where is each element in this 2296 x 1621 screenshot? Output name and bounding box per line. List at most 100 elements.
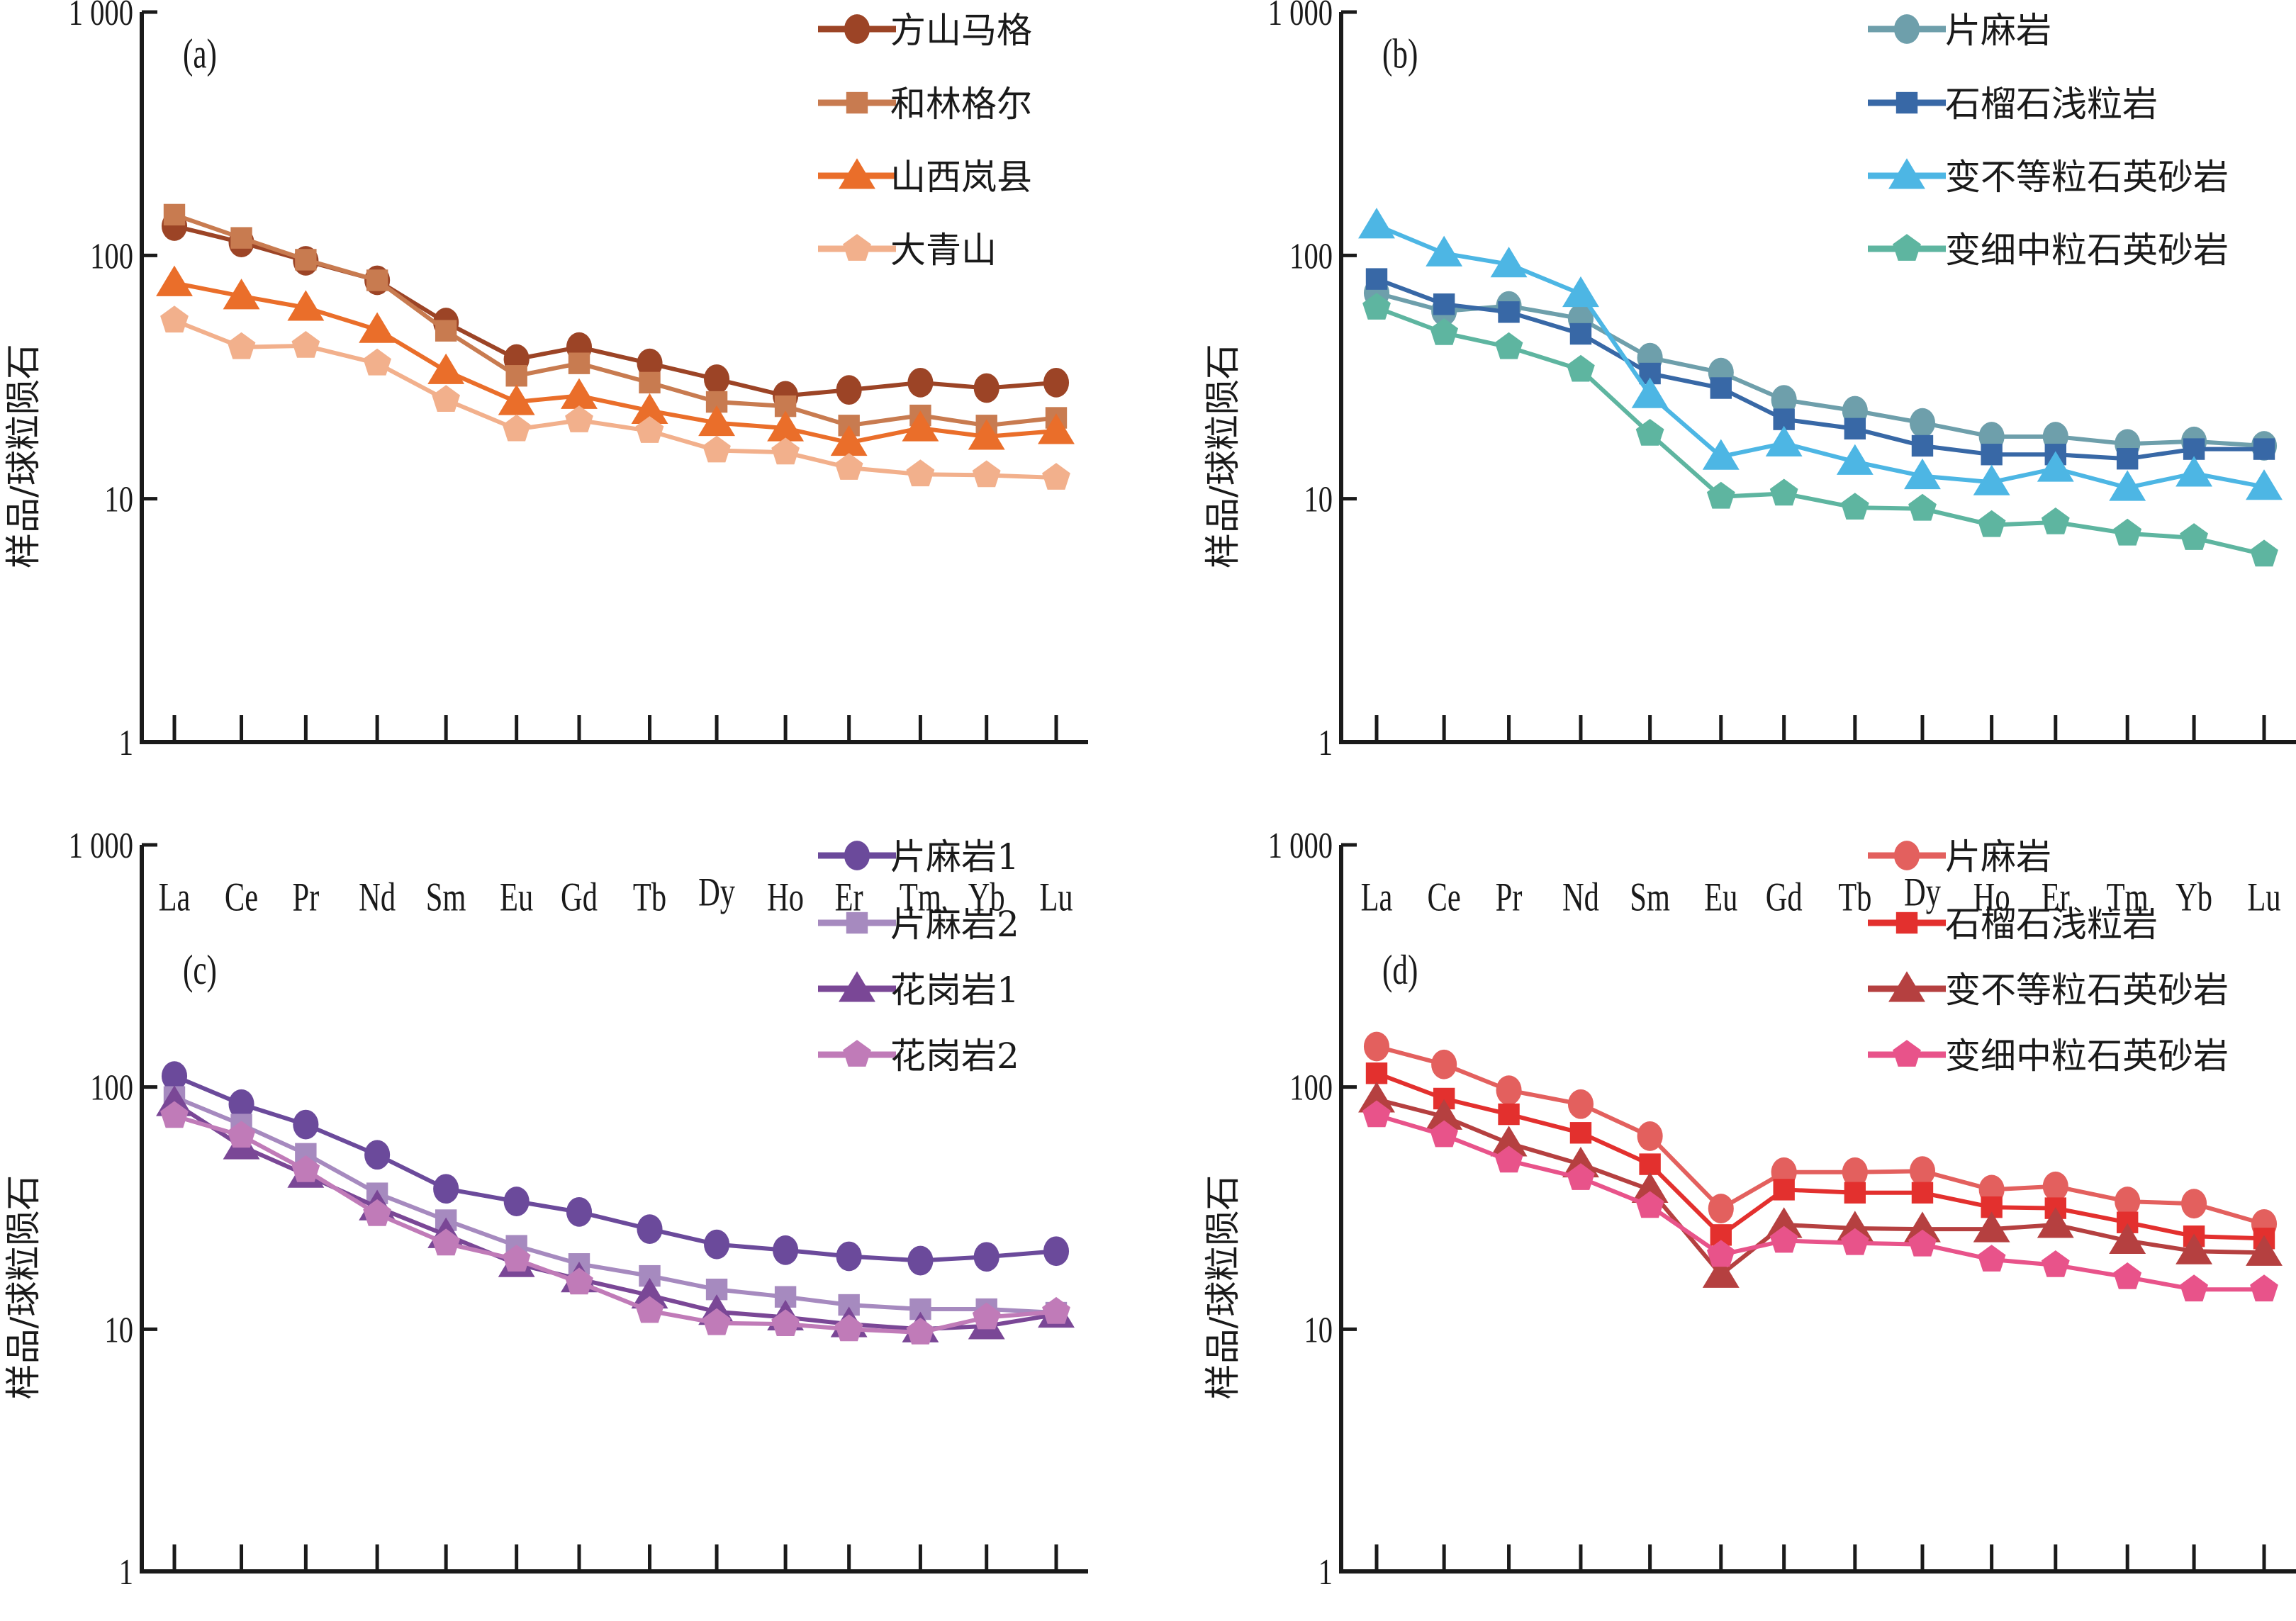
y-tick-label: 10 xyxy=(1304,479,1333,520)
data-point-pentagon xyxy=(1706,1240,1735,1267)
data-point-triangle xyxy=(2037,451,2074,482)
x-tick-label-eu: Eu xyxy=(1704,874,1737,919)
data-point-triangle xyxy=(1358,208,1395,239)
legend-marker-triangle xyxy=(1888,971,1925,1002)
data-point-pentagon xyxy=(2041,507,2070,534)
data-point-circle xyxy=(637,1214,663,1245)
legend-marker-circle xyxy=(844,14,870,44)
data-point-pentagon xyxy=(1908,493,1937,521)
x-tick-label-yb: Yb xyxy=(968,874,1005,919)
legend-label: 片麻岩2 xyxy=(890,904,1019,945)
data-point-square xyxy=(1911,434,1934,457)
data-point-circle xyxy=(228,1089,254,1119)
legend-label: 变细中粒石英砂岩 xyxy=(1945,1036,2229,1077)
legend-marker-pentagon xyxy=(843,234,871,261)
legend-label: 石榴石浅粒岩 xyxy=(1945,904,2158,945)
data-point-circle xyxy=(1431,1049,1457,1079)
series-4 xyxy=(160,305,1070,490)
data-point-pentagon xyxy=(834,1314,863,1342)
legend-label: 花岗岩1 xyxy=(890,970,1019,1011)
data-point-pentagon xyxy=(1841,1228,1869,1255)
x-tick-label-dy: Dy xyxy=(1904,869,1942,914)
data-point-triangle xyxy=(223,279,260,310)
data-point-circle xyxy=(566,1196,593,1227)
series-4 xyxy=(1362,1100,2278,1302)
legend-marker-circle xyxy=(844,841,870,870)
data-point-circle xyxy=(1567,1089,1594,1119)
data-point-pentagon xyxy=(1042,1296,1070,1324)
data-point-triangle xyxy=(902,410,939,442)
data-point-triangle xyxy=(1702,1257,1740,1288)
y-tick-label: 1 000 xyxy=(69,0,133,33)
data-point-triangle xyxy=(287,290,325,321)
data-point-pentagon xyxy=(502,414,531,442)
data-point-pentagon xyxy=(227,1121,256,1148)
legend-label: 石榴石浅粒岩 xyxy=(1945,84,2158,125)
data-point-pentagon xyxy=(2113,518,2142,546)
data-point-square xyxy=(1433,293,1455,315)
data-point-pentagon xyxy=(2041,1250,2070,1277)
series-3 xyxy=(1358,208,2283,501)
data-point-triangle xyxy=(830,425,868,456)
data-point-pentagon xyxy=(1494,1145,1523,1173)
x-tick-label-ce: Ce xyxy=(225,874,258,919)
legend-marker-circle xyxy=(1893,14,1920,44)
legend-marker-triangle xyxy=(1888,158,1925,189)
data-point-triangle xyxy=(1490,247,1528,278)
legend-item: 大青山 xyxy=(818,230,997,271)
data-point-circle xyxy=(907,1245,934,1276)
data-point-circle xyxy=(973,373,999,403)
y-tick-label: 1 xyxy=(1318,722,1333,763)
data-point-triangle xyxy=(1836,444,1874,475)
data-point-circle xyxy=(2042,1171,2068,1201)
data-point-circle xyxy=(433,1174,459,1204)
legend-label: 方山马格 xyxy=(890,10,1032,51)
data-point-circle xyxy=(503,1187,530,1216)
legend-item: 片麻岩2 xyxy=(818,904,1019,945)
y-tick-label: 10 xyxy=(104,1310,133,1351)
panel-d: 1 10 100 1 000 样品/球粒陨石 La Ce Pr Nd Sm Eu Gd Tb Dy Ho Er… xyxy=(1202,825,2296,1593)
data-point-pentagon xyxy=(227,332,256,359)
data-point-triangle xyxy=(1973,464,2010,495)
x-tick-label-tb: Tb xyxy=(633,874,666,919)
data-point-pentagon xyxy=(771,1309,800,1336)
legend-item: 石榴石浅粒岩 xyxy=(1868,904,2158,945)
data-point-pentagon xyxy=(432,1228,460,1256)
data-point-square xyxy=(1911,1182,1934,1204)
legend-item: 片麻岩1 xyxy=(818,836,1019,877)
data-point-triangle xyxy=(1631,377,1669,408)
data-point-circle xyxy=(364,1140,391,1170)
legend-label: 片麻岩 xyxy=(1945,10,2051,51)
data-point-square xyxy=(1569,322,1592,345)
data-point-pentagon xyxy=(1362,1100,1391,1128)
legend-item: 和林格尔 xyxy=(818,84,1032,125)
legend-item: 变细中粒石英砂岩 xyxy=(1868,230,2229,271)
data-point-triangle xyxy=(1765,425,1803,456)
data-point-square xyxy=(1710,377,1732,399)
y-axis-title: 样品/球粒陨石 xyxy=(3,344,44,568)
data-point-pentagon xyxy=(906,459,935,487)
data-point-square xyxy=(1844,417,1866,440)
data-point-circle xyxy=(1909,1156,1936,1187)
x-tick-label-ho: Ho xyxy=(767,874,804,919)
x-tick-label-er: Er xyxy=(835,874,863,919)
data-point-triangle xyxy=(1038,413,1075,444)
legend-label: 变不等粒石英砂岩 xyxy=(1945,157,2229,198)
y-tick-label: 1 xyxy=(1318,1552,1333,1593)
data-point-pentagon xyxy=(502,1245,531,1272)
data-point-triangle xyxy=(156,265,193,296)
data-point-circle xyxy=(1708,1194,1734,1223)
series-1 xyxy=(161,1061,1070,1276)
legend-label: 山西岚县 xyxy=(890,157,1032,198)
data-point-triangle xyxy=(427,353,465,384)
panel-c: 1 10 100 1 000 样品/球粒陨石 La Ce Pr Nd Sm Eu Gd Tb Dy Ho Er… xyxy=(3,825,1088,1593)
legend-label: 变细中粒石英砂岩 xyxy=(1945,230,2229,271)
series-3 xyxy=(156,265,1075,456)
legend-item: 方山马格 xyxy=(818,10,1032,51)
data-point-triangle xyxy=(1904,1211,1941,1243)
data-point-triangle xyxy=(968,419,1005,450)
data-point-circle xyxy=(836,1241,862,1272)
data-point-triangle xyxy=(2246,469,2283,500)
data-point-pentagon xyxy=(565,405,593,432)
